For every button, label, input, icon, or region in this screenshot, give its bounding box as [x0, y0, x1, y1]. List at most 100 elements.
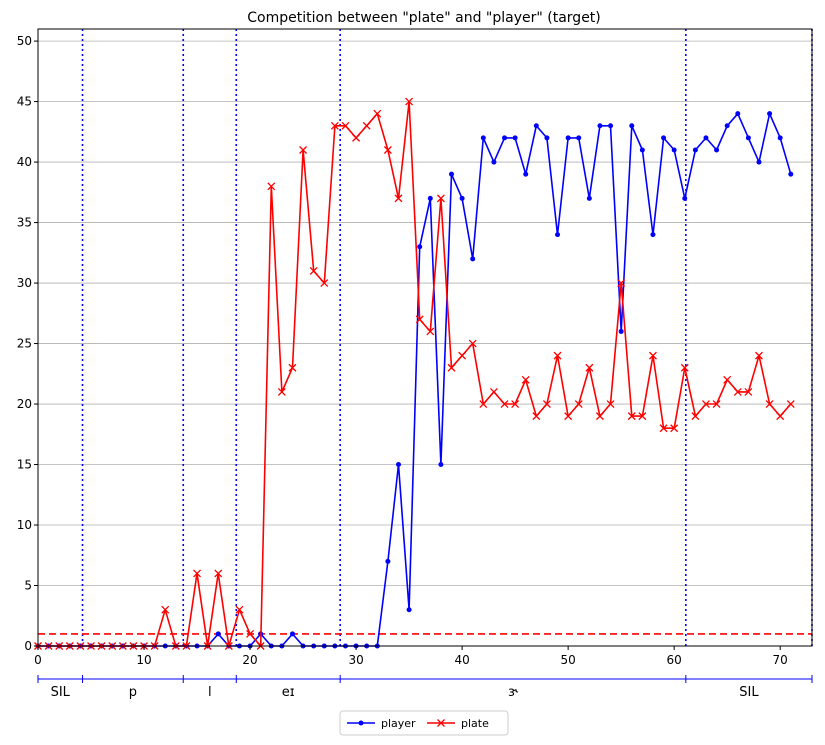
data-point-plate: [362, 121, 371, 130]
axis-ticks: 0 5 10 15 20 25 30 35 40 45 50 0 10 20 30 40 50 60 70: [17, 34, 788, 667]
data-point-player: [788, 171, 794, 177]
legend: player plate: [339, 710, 509, 736]
data-point-player: [682, 195, 688, 201]
data-point-player: [512, 135, 518, 141]
data-point-player: [650, 232, 656, 238]
data-point-plate: [511, 400, 520, 408]
data-point-plate: [500, 400, 509, 408]
data-point-player: [449, 171, 455, 177]
data-point-plate: [574, 400, 583, 408]
data-point-plate: [733, 387, 742, 396]
data-point-player: [608, 123, 614, 129]
series-plate: [34, 97, 795, 650]
phone-label: SIL: [51, 685, 71, 700]
legend-box: [339, 710, 509, 736]
data-point-player: [215, 631, 221, 637]
data-point-player: [502, 135, 508, 141]
data-point-plate: [277, 387, 286, 396]
data-point-player: [427, 195, 433, 201]
data-point-plate: [712, 400, 721, 408]
data-point-plate: [564, 412, 573, 421]
data-point-plate: [447, 363, 456, 372]
data-point-plate: [246, 629, 255, 638]
phone-label: eɪ: [282, 685, 295, 700]
y-tick-label: 15: [17, 458, 32, 472]
data-point-plate: [383, 146, 392, 154]
data-point-player: [533, 123, 539, 129]
data-point-plate: [723, 375, 732, 384]
data-point-plate: [309, 267, 318, 275]
data-point-player: [576, 135, 582, 141]
data-point-plate: [489, 387, 498, 396]
data-point-player: [480, 135, 486, 141]
data-point-player: [692, 147, 698, 153]
data-point-plate: [267, 182, 276, 191]
legend-label-plate: plate: [461, 717, 489, 730]
data-point-plate: [468, 339, 477, 348]
data-point-plate: [659, 424, 668, 433]
y-tick-label: 10: [17, 518, 32, 532]
data-point-plate: [553, 351, 562, 360]
data-point-player: [555, 232, 561, 238]
data-point-plate: [755, 351, 763, 360]
legend-marker-player: [358, 720, 364, 726]
data-point-player: [629, 123, 635, 129]
data-point-player: [714, 147, 720, 153]
data-point-plate: [373, 109, 382, 118]
y-tick-label: 20: [17, 397, 32, 411]
phone-segment-axis: SIL p l eɪ ɝ SIL: [37, 675, 813, 700]
data-point-plate: [320, 279, 329, 288]
x-tick-label: 70: [773, 653, 788, 667]
data-point-player: [745, 135, 751, 141]
data-point-plate: [702, 400, 710, 408]
data-point-plate: [595, 412, 604, 421]
data-point-plate: [521, 375, 530, 384]
data-point-player: [565, 135, 571, 141]
data-point-player: [671, 147, 677, 153]
data-point-plate: [542, 400, 551, 408]
x-tick-label: 20: [242, 653, 257, 667]
data-point-plate: [648, 351, 657, 360]
data-point-player: [703, 135, 709, 141]
phone-label: l: [208, 685, 212, 700]
x-tick-label: 40: [454, 653, 469, 667]
data-point-player: [777, 135, 783, 141]
y-tick-label: 30: [17, 276, 32, 290]
data-point-plate: [532, 412, 541, 421]
data-point-plate: [330, 121, 339, 130]
data-point-plate: [479, 400, 488, 408]
x-tick-label: 60: [667, 653, 682, 667]
data-point-player: [756, 159, 762, 165]
legend-label-player: player: [381, 717, 416, 730]
data-point-player: [586, 195, 592, 201]
series-line-player: [38, 112, 792, 647]
data-point-plate: [691, 412, 700, 421]
data-point-plate: [627, 412, 636, 421]
data-point-plate: [288, 363, 297, 372]
legend-marker-plate: [437, 719, 445, 727]
phone-boundaries: [81, 29, 813, 646]
y-tick-label: 5: [24, 579, 32, 593]
data-point-plate: [436, 194, 445, 203]
data-point-player: [618, 328, 624, 334]
data-point-plate: [776, 412, 785, 421]
data-point-plate: [415, 315, 424, 324]
data-point-plate: [161, 605, 170, 614]
y-tick-label: 0: [24, 639, 32, 653]
data-point-plate: [352, 133, 361, 142]
data-point-player: [661, 135, 667, 141]
data-point-plate: [670, 424, 679, 433]
data-point-plate: [394, 194, 403, 203]
data-point-player: [385, 558, 391, 564]
data-point-plate: [426, 327, 435, 336]
y-tick-label: 50: [17, 34, 32, 48]
data-point-player: [438, 462, 444, 468]
data-point-player: [417, 244, 423, 250]
data-point-player: [406, 607, 412, 613]
data-point-plate: [617, 279, 626, 288]
data-point-player: [735, 111, 741, 117]
data-point-player: [597, 123, 603, 129]
y-tick-label: 40: [17, 155, 32, 169]
phone-label: p: [129, 685, 137, 700]
